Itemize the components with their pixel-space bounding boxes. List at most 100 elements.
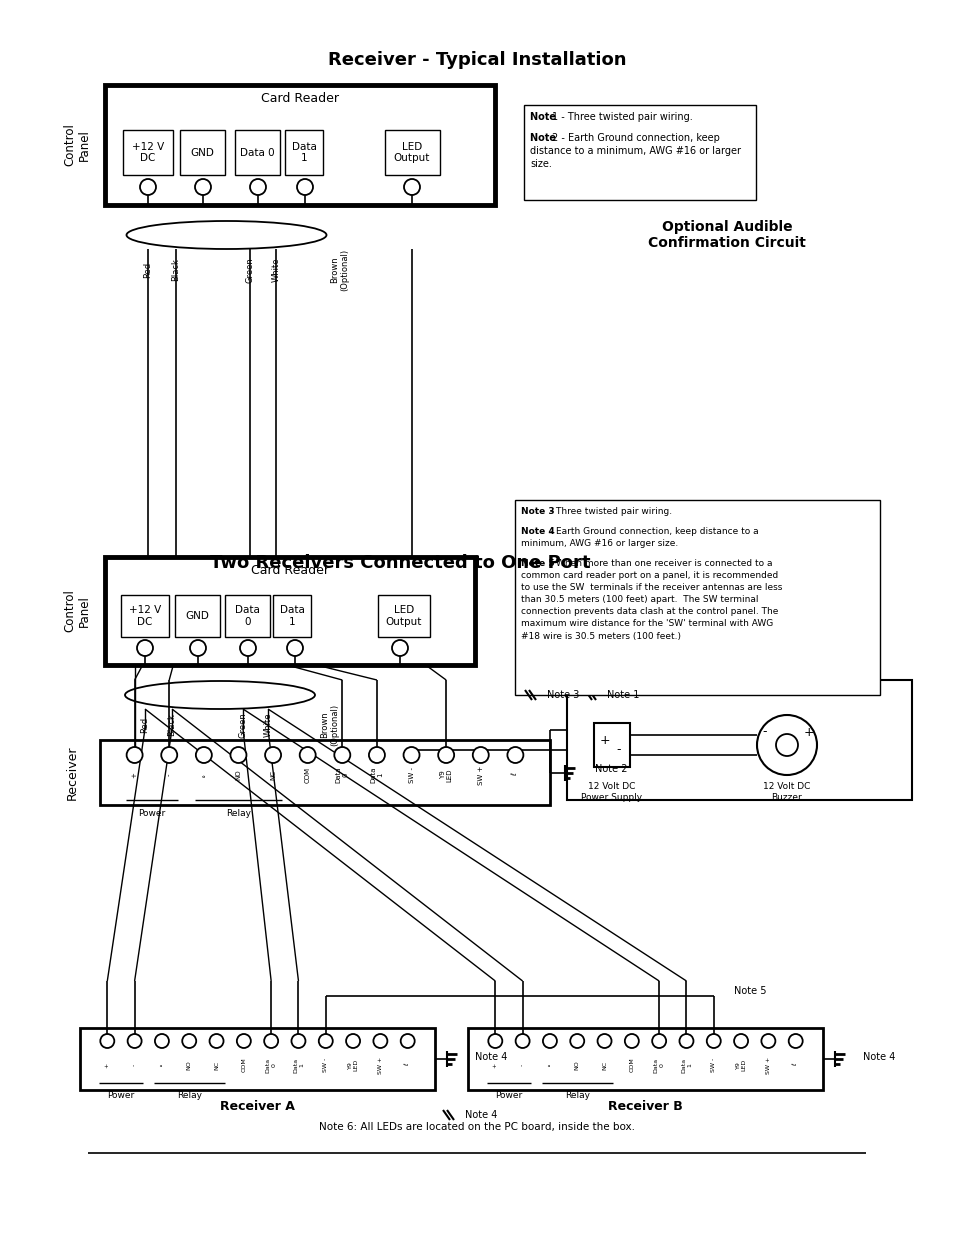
Text: SW -: SW - — [408, 767, 415, 783]
Bar — [594, 722, 629, 767]
Text: NC: NC — [601, 1061, 606, 1070]
Text: -: - — [166, 774, 172, 777]
Bar — [180, 130, 225, 175]
Bar — [105, 85, 495, 205]
Text: +: + — [802, 725, 814, 739]
Text: Control
Panel: Control Panel — [63, 124, 91, 167]
Text: 2 - Earth Ground connection, keep: 2 - Earth Ground connection, keep — [552, 133, 720, 143]
Text: Brown
(Optional): Brown (Optional) — [320, 704, 339, 746]
Circle shape — [292, 1034, 305, 1049]
Text: Note 4: Note 4 — [475, 1052, 507, 1062]
Text: distance to a minimum, AWG #16 or larger: distance to a minimum, AWG #16 or larger — [530, 146, 740, 156]
Circle shape — [287, 640, 303, 656]
Text: Red: Red — [140, 718, 150, 734]
Text: Data
1: Data 1 — [279, 605, 304, 627]
Text: Note 4: Note 4 — [862, 1052, 895, 1062]
Text: Data
0: Data 0 — [266, 1057, 276, 1072]
Text: NO: NO — [235, 769, 241, 781]
Circle shape — [318, 1034, 333, 1049]
Text: Green: Green — [238, 713, 247, 737]
Text: than 30.5 meters (100 feet) apart.  The SW terminal: than 30.5 meters (100 feet) apart. The S… — [520, 595, 758, 604]
Circle shape — [127, 747, 142, 763]
Text: Note 4: Note 4 — [464, 1110, 497, 1120]
Text: maximum wire distance for the 'SW' terminal with AWG: maximum wire distance for the 'SW' termi… — [520, 620, 773, 629]
Text: Y9
LED: Y9 LED — [347, 1058, 358, 1071]
Circle shape — [437, 747, 454, 763]
Text: Relay: Relay — [226, 809, 251, 818]
Circle shape — [733, 1034, 747, 1049]
Circle shape — [100, 1034, 114, 1049]
Text: Green: Green — [245, 257, 254, 283]
Text: 12 Volt DC
Power Supply: 12 Volt DC Power Supply — [580, 782, 642, 802]
Text: -: - — [132, 1063, 137, 1066]
Text: Receiver - Typical Installation: Receiver - Typical Installation — [328, 51, 625, 69]
Text: Data
1: Data 1 — [370, 767, 383, 783]
Circle shape — [373, 1034, 387, 1049]
Circle shape — [488, 1034, 502, 1049]
Circle shape — [334, 747, 350, 763]
Bar — [174, 595, 220, 637]
Text: +12 V
DC: +12 V DC — [129, 605, 161, 627]
Circle shape — [161, 747, 177, 763]
Text: GND: GND — [186, 611, 210, 621]
Text: Brown
(Optional): Brown (Optional) — [330, 249, 350, 291]
Bar — [523, 105, 755, 200]
Text: +: + — [105, 1062, 110, 1067]
Text: Note 6: All LEDs are located on the PC board, inside the box.: Note 6: All LEDs are located on the PC b… — [318, 1123, 635, 1132]
Text: Note 5: Note 5 — [733, 986, 765, 995]
Text: NC: NC — [270, 769, 275, 781]
Text: SW +: SW + — [765, 1056, 770, 1073]
Text: ℓ: ℓ — [792, 1063, 798, 1066]
Bar — [123, 130, 172, 175]
Circle shape — [570, 1034, 583, 1049]
Text: minimum, AWG #16 or larger size.: minimum, AWG #16 or larger size. — [520, 540, 678, 548]
Text: Data
0: Data 0 — [335, 767, 349, 783]
Circle shape — [679, 1034, 693, 1049]
Text: +: + — [493, 1062, 497, 1067]
Text: Relay: Relay — [176, 1092, 201, 1100]
Text: - Earth Ground connection, keep distance to a: - Earth Ground connection, keep distance… — [546, 527, 758, 536]
Text: 12 Volt DC
Buzzer: 12 Volt DC Buzzer — [762, 782, 810, 802]
Circle shape — [231, 747, 246, 763]
Text: Receiver B: Receiver B — [607, 1099, 682, 1113]
Text: Data
0: Data 0 — [234, 605, 259, 627]
Circle shape — [775, 734, 797, 756]
Text: Note 4: Note 4 — [520, 527, 554, 536]
Text: Note 3: Note 3 — [520, 508, 554, 516]
Circle shape — [473, 747, 488, 763]
Text: Power: Power — [108, 1092, 134, 1100]
Text: GND: GND — [191, 147, 214, 158]
Circle shape — [240, 640, 255, 656]
Text: common card reader port on a panel, it is recommended: common card reader port on a panel, it i… — [520, 572, 778, 580]
Circle shape — [788, 1034, 801, 1049]
Bar — [285, 130, 323, 175]
Text: -: - — [762, 725, 766, 739]
Text: connection prevents data clash at the control panel. The: connection prevents data clash at the co… — [520, 608, 778, 616]
Text: Data
1: Data 1 — [292, 142, 316, 163]
Circle shape — [140, 179, 156, 195]
Text: Black: Black — [172, 258, 180, 282]
Text: Data
1: Data 1 — [293, 1057, 304, 1072]
Bar — [121, 595, 169, 637]
Bar — [468, 1028, 822, 1091]
Text: ∘: ∘ — [547, 1063, 552, 1067]
Text: #18 wire is 30.5 meters (100 feet.): #18 wire is 30.5 meters (100 feet.) — [520, 631, 680, 641]
Bar — [80, 1028, 435, 1091]
Text: Note: Note — [530, 133, 558, 143]
Text: Note: Note — [530, 112, 558, 122]
Text: Receiver: Receiver — [66, 745, 78, 800]
Text: Y9
LED: Y9 LED — [439, 768, 452, 782]
Text: Optional Audible
Confirmation Circuit: Optional Audible Confirmation Circuit — [647, 220, 805, 251]
Circle shape — [137, 640, 152, 656]
Text: White: White — [263, 713, 273, 737]
Circle shape — [346, 1034, 359, 1049]
Circle shape — [624, 1034, 639, 1049]
Bar — [273, 595, 311, 637]
Text: Power: Power — [495, 1092, 522, 1100]
Text: Note 5: Note 5 — [520, 559, 554, 568]
Circle shape — [403, 747, 419, 763]
Text: Red: Red — [143, 262, 152, 278]
Text: Note 2: Note 2 — [595, 764, 627, 774]
Circle shape — [194, 179, 211, 195]
Text: Control
Panel: Control Panel — [63, 589, 91, 632]
